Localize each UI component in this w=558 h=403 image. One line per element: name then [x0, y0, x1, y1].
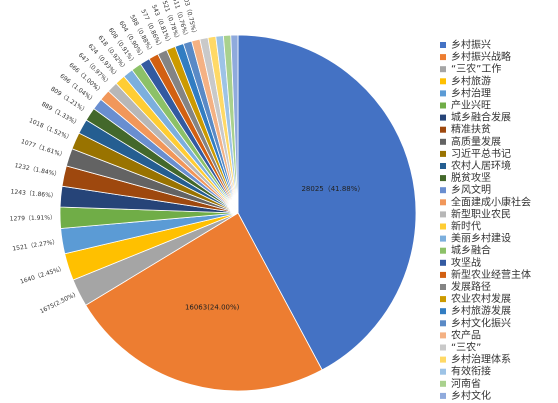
- legend-swatch: [440, 235, 446, 242]
- legend-swatch: [440, 223, 446, 230]
- legend-label: 新型农业经营主体: [451, 268, 531, 281]
- legend-label: 美丽乡村建设: [451, 232, 511, 245]
- legend-label: 精准扶贫: [451, 123, 491, 136]
- legend-swatch: [440, 259, 446, 266]
- legend-swatch: [440, 175, 446, 182]
- legend-label: 发展路径: [451, 280, 491, 293]
- legend-swatch: [440, 150, 446, 157]
- legend-label: 农产品: [451, 328, 481, 341]
- legend-label: 新时代: [451, 220, 481, 233]
- legend-label: 攻坚战: [451, 256, 481, 269]
- legend-label: 乡村治理: [451, 86, 491, 99]
- legend-label: 城乡融合: [451, 244, 491, 257]
- legend-swatch: [440, 344, 446, 351]
- slice-label: 1232（1.84%）: [14, 162, 61, 178]
- legend-label: 乡村治理体系: [451, 353, 511, 366]
- pie-slice: [237, 34, 417, 371]
- legend-label: 乡村文化振兴: [451, 316, 511, 329]
- legend-label: 农业农村发展: [451, 292, 511, 305]
- slice-label: 28025（41.88%）: [301, 185, 364, 193]
- legend-swatch: [440, 66, 446, 73]
- legend-label: 乡村旅游: [451, 74, 491, 87]
- legend-label: 有效衔接: [451, 365, 491, 378]
- legend-label: 产业兴旺: [451, 99, 491, 112]
- pie-slice: [85, 212, 323, 392]
- legend-swatch: [440, 42, 446, 48]
- pie-slice: [230, 34, 239, 214]
- legend-label: 乡风文明: [451, 183, 491, 196]
- legend-swatch: [440, 211, 446, 218]
- legend-label: 乡村旅游发展: [451, 304, 511, 317]
- legend-label: 高质量发展: [451, 135, 501, 148]
- slice-label: 1640（2.45%）: [19, 265, 65, 286]
- slice-label: 16063(24.00%): [185, 303, 240, 311]
- legend-swatch: [440, 90, 446, 97]
- legend-label: 习近平总书记: [451, 147, 511, 160]
- legend-swatch: [440, 187, 446, 194]
- legend-swatch: [440, 247, 446, 254]
- legend-label: 乡村文化: [451, 389, 491, 402]
- legend-swatch: [440, 54, 446, 61]
- legend-label: 全面建成小康社会: [451, 195, 531, 208]
- legend-swatch: [440, 380, 446, 387]
- slice-label: 1279（1.91%）: [10, 214, 57, 222]
- legend-swatch: [440, 102, 446, 109]
- legend-swatch: [440, 163, 446, 169]
- legend-label: “三农”工作: [451, 62, 501, 75]
- legend-swatch: [440, 368, 446, 375]
- slice-label: 1243（1.86%）: [10, 188, 57, 199]
- legend-label: 城乡融合发展: [451, 111, 511, 124]
- legend-swatch: [440, 332, 446, 339]
- slice-label: 1521（2.27%）: [12, 238, 59, 252]
- legend-swatch: [440, 78, 446, 85]
- legend-swatch: [440, 271, 446, 278]
- legend-swatch: [440, 356, 446, 363]
- legend-swatch: [440, 199, 446, 206]
- legend-label: 新型职业农民: [451, 207, 511, 220]
- legend-label: 乡村振兴战略: [451, 50, 511, 63]
- legend-swatch: [440, 320, 446, 327]
- slice-label: 1675(2.50%): [39, 292, 77, 316]
- legend-label: 乡村振兴: [451, 38, 491, 51]
- legend-swatch: [440, 138, 446, 145]
- pie-slices: [59, 34, 417, 392]
- slice-label: 1077（1.61%）: [20, 138, 66, 159]
- legend-swatch: [440, 126, 446, 133]
- legend-label: 农村人居环境: [451, 159, 511, 172]
- legend-label: “三农”: [451, 341, 481, 354]
- legend-swatch: [440, 284, 446, 290]
- legend-label: 河南省: [451, 377, 481, 390]
- legend: 乡村振兴乡村振兴战略“三农”工作乡村旅游乡村治理产业兴旺城乡融合发展精准扶贫高质…: [440, 38, 531, 402]
- legend-swatch: [440, 296, 446, 303]
- legend-swatch: [440, 392, 446, 399]
- legend-swatch: [440, 114, 446, 121]
- legend-swatch: [440, 308, 446, 315]
- legend-label: 脱贫攻坚: [451, 171, 491, 184]
